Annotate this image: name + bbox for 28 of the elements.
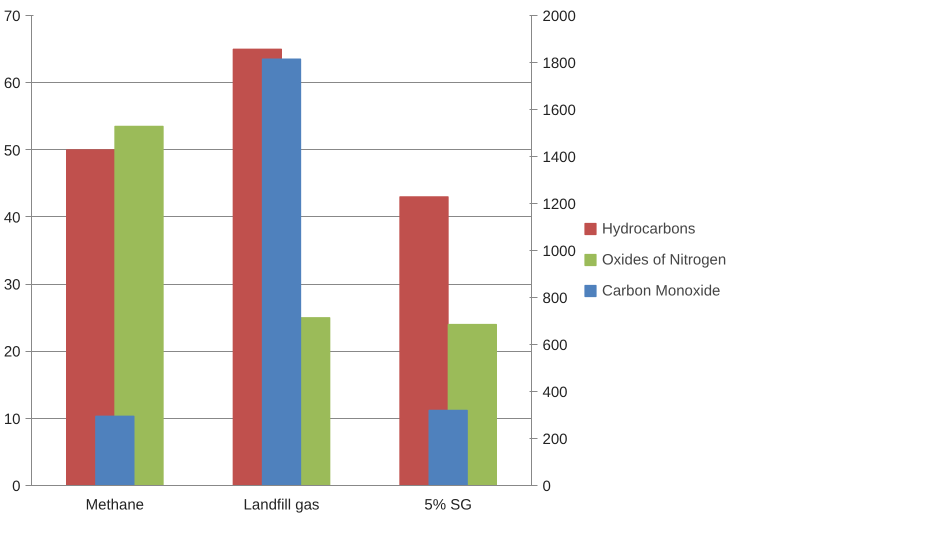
y-tick-label: 30 (4, 276, 21, 294)
y-tick-label: 0 (12, 478, 20, 495)
legend-label: Oxides of Nitrogen (602, 251, 726, 268)
legend-label: Hydrocarbons (602, 220, 696, 237)
legend-label: Carbon Monoxide (602, 282, 720, 299)
bar (66, 149, 116, 486)
y2-tick-label: 1600 (542, 102, 576, 119)
y2-tick-label: 1200 (542, 196, 576, 213)
y-tick-label: 20 (4, 344, 21, 361)
y2-tick-label: 600 (542, 337, 568, 354)
x-tick-label: 5% SG (424, 496, 472, 514)
y-tick-label: 10 (4, 410, 21, 428)
y2-tick-label: 800 (542, 290, 568, 307)
y2-tick-label: 1000 (542, 243, 576, 260)
x-tick-label: Methane (86, 496, 144, 514)
x-tick-label: Landfill gas (244, 496, 320, 514)
y-tick-label: 60 (4, 75, 21, 92)
bar (114, 126, 164, 486)
y2-tick-label: 1400 (542, 149, 576, 166)
y-tick-label: 50 (4, 142, 21, 160)
y2-tick-label: 400 (542, 384, 568, 401)
y2-tick-label: 0 (542, 478, 551, 495)
y-tick-label: 70 (4, 8, 21, 25)
y-tick-label: 40 (4, 209, 21, 226)
y2-tick-label: 2000 (542, 8, 576, 25)
bar (95, 416, 134, 486)
y2-tick-label: 200 (542, 431, 568, 448)
y2-tick-label: 1800 (542, 55, 576, 72)
